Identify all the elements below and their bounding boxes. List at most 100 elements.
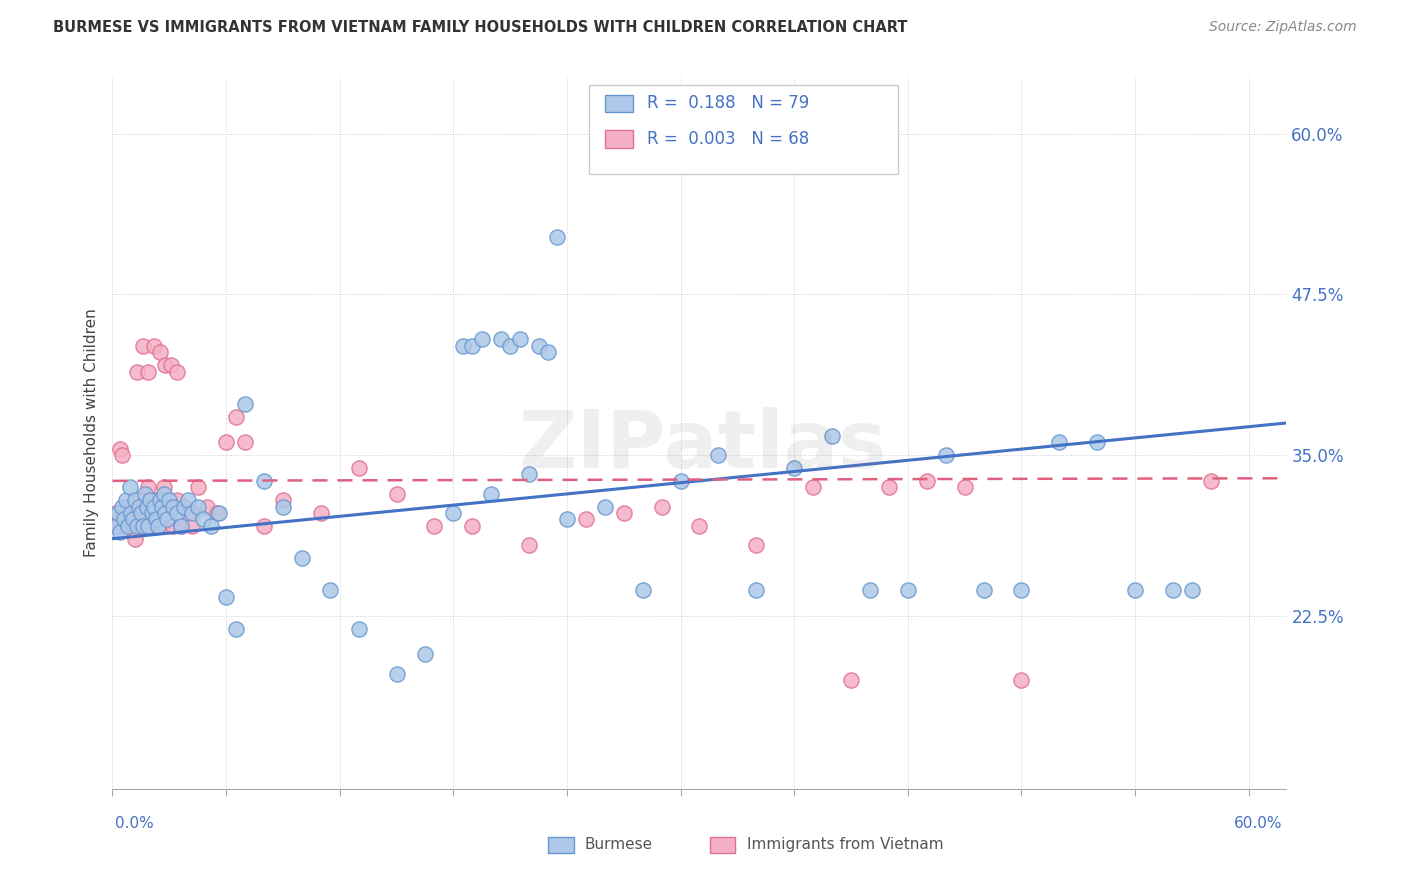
Point xyxy=(271,500,294,514)
Point xyxy=(347,461,370,475)
Point xyxy=(127,506,149,520)
Point xyxy=(149,506,172,520)
Point xyxy=(385,486,408,500)
Point xyxy=(1161,583,1184,598)
Point xyxy=(156,512,179,526)
Point xyxy=(166,365,188,379)
Point xyxy=(461,519,484,533)
Text: BURMESE VS IMMIGRANTS FROM VIETNAM FAMILY HOUSEHOLDS WITH CHILDREN CORRELATION C: BURMESE VS IMMIGRANTS FROM VIETNAM FAMIL… xyxy=(53,20,908,35)
Point xyxy=(745,583,768,598)
Point xyxy=(181,519,204,533)
Point xyxy=(187,480,209,494)
Point xyxy=(253,519,276,533)
Point xyxy=(141,506,163,520)
Text: Burmese: Burmese xyxy=(585,838,652,852)
Point xyxy=(149,345,172,359)
Point xyxy=(141,506,163,520)
Point xyxy=(155,500,177,514)
Point xyxy=(162,500,184,514)
Point xyxy=(973,583,995,598)
Point xyxy=(128,500,150,514)
Point xyxy=(1047,435,1070,450)
Point xyxy=(129,519,152,533)
Point xyxy=(271,493,294,508)
Point xyxy=(233,397,256,411)
Point xyxy=(112,519,135,533)
Point xyxy=(413,648,436,662)
Point xyxy=(155,358,177,372)
Point xyxy=(157,493,180,508)
Point xyxy=(139,493,162,508)
Point xyxy=(128,493,150,508)
Point xyxy=(122,512,145,526)
Point xyxy=(138,519,160,533)
Point xyxy=(291,551,314,566)
Point xyxy=(215,435,238,450)
Point xyxy=(118,506,141,520)
Point xyxy=(215,590,238,604)
Point xyxy=(155,506,177,520)
Point xyxy=(187,500,209,514)
Point xyxy=(877,480,900,494)
Point xyxy=(124,493,146,508)
Point xyxy=(253,474,276,488)
Point xyxy=(499,339,522,353)
Point xyxy=(111,448,134,462)
Point xyxy=(132,339,155,353)
Point xyxy=(173,500,195,514)
Point xyxy=(108,442,131,456)
Point xyxy=(489,332,512,346)
Point xyxy=(897,583,920,598)
Point xyxy=(134,486,156,500)
Point xyxy=(105,506,128,520)
Point xyxy=(145,493,167,508)
Point xyxy=(441,506,464,520)
Point xyxy=(1181,583,1204,598)
Point xyxy=(157,506,180,520)
Point xyxy=(134,506,156,520)
Point xyxy=(114,500,136,514)
Point xyxy=(688,519,710,533)
Point xyxy=(1085,435,1108,450)
Point xyxy=(555,512,578,526)
Point xyxy=(143,500,166,514)
Point xyxy=(479,486,502,500)
Point xyxy=(173,500,195,514)
Text: Source: ZipAtlas.com: Source: ZipAtlas.com xyxy=(1209,20,1357,34)
Point xyxy=(160,358,183,372)
Point xyxy=(112,512,135,526)
Point xyxy=(207,506,229,520)
Point xyxy=(150,500,173,514)
Point xyxy=(150,519,173,533)
Point xyxy=(347,622,370,636)
Point xyxy=(537,345,560,359)
Point xyxy=(801,480,824,494)
Point xyxy=(166,506,188,520)
Point xyxy=(517,538,540,552)
Point xyxy=(233,435,256,450)
Point xyxy=(152,486,174,500)
Point xyxy=(745,538,768,552)
Point xyxy=(169,519,191,533)
Point xyxy=(309,506,332,520)
Point xyxy=(108,525,131,540)
Point xyxy=(1010,583,1032,598)
Point xyxy=(145,512,167,526)
Point xyxy=(783,461,806,475)
Point xyxy=(107,506,129,520)
Point xyxy=(122,519,145,533)
Point xyxy=(193,512,215,526)
Point xyxy=(132,519,155,533)
Point xyxy=(143,339,166,353)
Point xyxy=(669,474,692,488)
Point xyxy=(195,500,218,514)
Text: R =  0.188   N = 79: R = 0.188 N = 79 xyxy=(647,95,808,112)
Point xyxy=(135,519,157,533)
Point xyxy=(915,474,938,488)
Point xyxy=(169,519,191,533)
Point xyxy=(471,332,494,346)
Point xyxy=(631,583,654,598)
Point xyxy=(1123,583,1146,598)
Point xyxy=(138,480,160,494)
Point xyxy=(111,500,134,514)
